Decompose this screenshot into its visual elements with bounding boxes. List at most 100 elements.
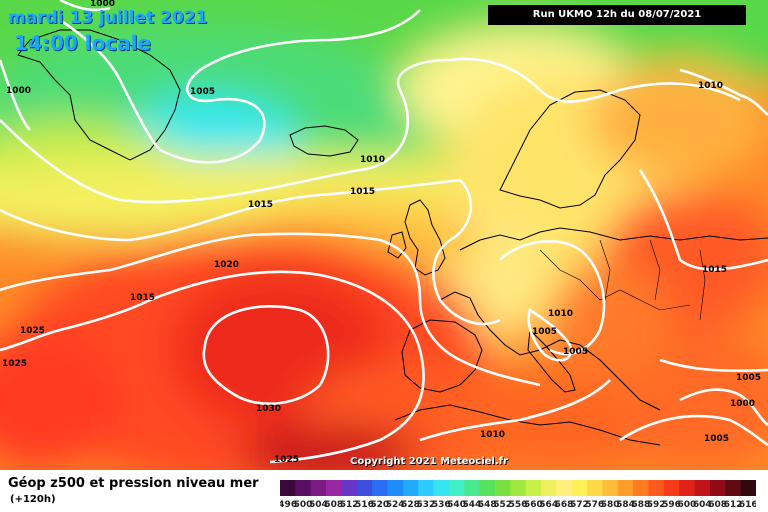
valid-time: 14:00 locale	[14, 31, 151, 55]
isobar-label: 1005	[736, 373, 761, 383]
color-scale-tick-label: 556	[509, 500, 528, 510]
color-scale-tick-label: 568	[555, 500, 574, 510]
lead-time: (+120h)	[10, 494, 56, 505]
isobar-label: 1010	[698, 81, 723, 91]
color-scale-tick-label: 560	[524, 500, 543, 510]
color-scale-tick-label: 500	[294, 500, 313, 510]
color-scale-tick-label: 576	[585, 500, 604, 510]
color-scale-swatch	[740, 480, 756, 496]
color-scale-tick-label: 520	[370, 500, 389, 510]
isobars	[0, 0, 768, 464]
color-scale-tick-label: 588	[631, 500, 650, 510]
color-scale-swatch	[633, 480, 650, 496]
isobar-1000-east	[679, 388, 768, 427]
isobar-label: 1025	[2, 359, 27, 369]
isobar-1005-far-east	[659, 358, 768, 372]
color-scale-swatch	[326, 480, 342, 496]
isobar-label: 1015	[702, 265, 727, 275]
color-scale-swatch	[679, 480, 696, 496]
isobar-label: 1000	[6, 86, 31, 96]
color-scale-tick-label: 572	[570, 500, 589, 510]
parameter-title: Géop z500 et pression niveau mer	[8, 476, 259, 491]
color-scale-tick-label: 552	[493, 500, 512, 510]
scandinavia-coast	[499, 89, 641, 209]
color-scale-swatch	[663, 480, 680, 496]
color-scale-swatch	[725, 480, 742, 496]
isobar-label: 1000	[730, 399, 755, 409]
isobar-label: 1020	[214, 260, 239, 270]
color-scale-swatch	[525, 480, 542, 496]
color-scale-tick-label: 528	[401, 500, 420, 510]
isobar-label: 1005	[532, 327, 557, 337]
color-scale-swatches	[280, 480, 756, 496]
color-scale-swatch	[310, 480, 327, 496]
iceland-coast	[289, 125, 359, 157]
isobar-label: 1025	[20, 326, 45, 336]
color-scale-tick-label: 600	[678, 500, 697, 510]
isobar-label: 1000	[90, 0, 115, 9]
color-scale-tick-label: 548	[478, 500, 497, 510]
geopotential-map: 1000 1000 1005 1010 1010 1015 1015 1020 …	[0, 0, 768, 470]
color-scale-swatch	[694, 480, 711, 496]
color-scale-swatch	[387, 480, 404, 496]
color-scale-swatch	[464, 480, 481, 496]
color-scale-swatch	[556, 480, 573, 496]
color-scale-swatch	[372, 480, 388, 496]
color-scale-swatch	[510, 480, 527, 496]
color-scale-swatch	[602, 480, 619, 496]
greenland-coast	[17, 29, 181, 161]
color-scale-swatch	[418, 480, 435, 496]
isobar-1005-central	[527, 307, 573, 362]
isobar-label: 1015	[248, 200, 273, 210]
isobar-1010	[0, 57, 741, 204]
color-scale-swatch	[709, 480, 726, 496]
color-scale-swatch	[541, 480, 557, 496]
isobar-1005	[59, 9, 421, 164]
isobar-1010-south	[419, 379, 611, 442]
color-scale-tick-label: 608	[708, 500, 727, 510]
isobar-labels: 1000 1000 1005 1010 1010 1015 1015 1020 …	[2, 0, 761, 465]
color-scale-ticks: 4965005045085125165205245285325365405445…	[280, 500, 756, 510]
color-scale-tick-label: 532	[416, 500, 435, 510]
color-scale-tick-label: 584	[616, 500, 635, 510]
color-scale-swatch	[617, 480, 634, 496]
color-scale-tick-label: 604	[693, 500, 712, 510]
isobar-label: 1015	[130, 293, 155, 303]
isobar-label: 1010	[480, 430, 505, 440]
color-scale-tick-label: 612	[724, 500, 743, 510]
color-scale-tick-label: 496	[280, 500, 297, 510]
isobar-1000	[0, 59, 31, 131]
isobar-1005-east	[619, 414, 768, 447]
color-scale-tick-label: 592	[647, 500, 666, 510]
color-scale-swatch	[402, 480, 419, 496]
isobar-label: 1010	[360, 155, 385, 165]
map-footer: Géop z500 et pression niveau mer (+120h)…	[0, 470, 768, 512]
color-scale-swatch	[433, 480, 450, 496]
coastlines	[17, 29, 768, 446]
copyright-notice: Copyright 2021 Meteociel.fr	[350, 456, 508, 467]
color-scale-tick-label: 596	[662, 500, 681, 510]
run-info-banner: Run UKMO 12h du 08/07/2021	[488, 5, 746, 25]
color-scale-tick-label: 512	[340, 500, 359, 510]
color-scale-tick-label: 580	[601, 500, 620, 510]
isobar-1010-ne	[679, 68, 768, 116]
color-scale-tick-label: 540	[447, 500, 466, 510]
color-scale-swatch	[356, 480, 373, 496]
color-scale-swatch	[479, 480, 496, 496]
color-scale-swatch	[571, 480, 588, 496]
east-europe-borders	[539, 239, 706, 321]
color-scale-swatch	[494, 480, 511, 496]
isobar-1000-north	[59, 0, 111, 12]
color-scale-swatch	[648, 480, 665, 496]
valid-date: mardi 13 juillet 2021	[8, 8, 208, 28]
isobar-1020	[0, 232, 541, 387]
color-scale-tick-label: 516	[355, 500, 374, 510]
color-scale-swatch	[587, 480, 603, 496]
color-scale-tick-label: 616	[739, 500, 756, 510]
isobar-label: 1005	[704, 434, 729, 444]
italy-coast	[527, 328, 576, 393]
color-scale-swatch	[280, 480, 296, 496]
color-scale-swatch	[448, 480, 465, 496]
north-africa-coast	[394, 404, 661, 446]
